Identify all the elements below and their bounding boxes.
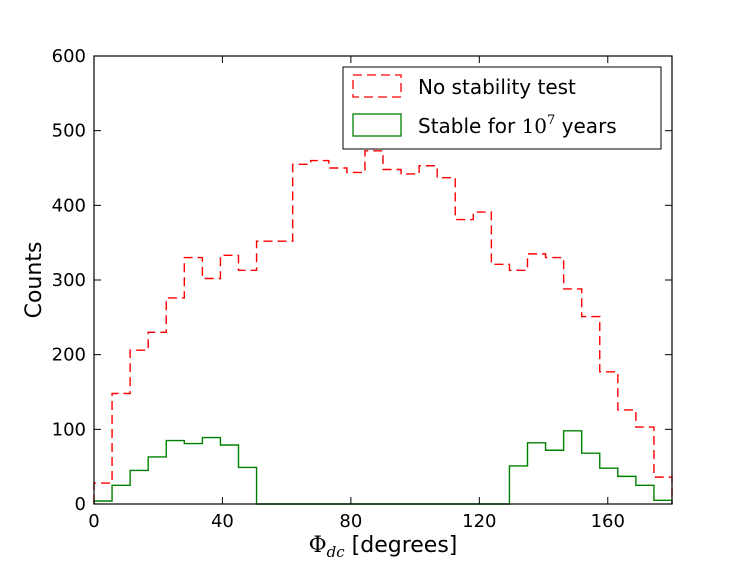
y-tick-label: 100 [52, 419, 86, 440]
y-tick-label: 0 [75, 494, 86, 515]
x-axis-label-suffix: [degrees] [345, 533, 458, 558]
x-tick-label: 0 [88, 511, 99, 532]
y-tick-label: 600 [52, 46, 86, 67]
y-tick-label: 500 [52, 121, 86, 142]
x-axis-label-symbol: Φ [309, 533, 327, 558]
legend-label-stable: Stable for 107 years [418, 113, 617, 138]
series-line-0 [93, 150, 673, 504]
y-tick-label: 400 [52, 195, 86, 216]
x-tick-label: 120 [462, 511, 496, 532]
x-tick-label: 40 [211, 511, 234, 532]
x-tick-label: 80 [339, 511, 362, 532]
legend: No stability test Stable for 107 years [342, 66, 662, 150]
y-tick-label: 300 [52, 270, 86, 291]
ticks-layer: 0 40 80 120 160 0 100 200 300 400 500 600 [52, 46, 672, 532]
series-layer [93, 150, 673, 505]
legend-label-stable-base: 10 [522, 114, 547, 138]
legend-label-stable-exp: 7 [547, 113, 555, 128]
legend-box [342, 66, 662, 150]
y-axis-label: Counts [22, 242, 47, 319]
legend-label-stable-prefix: Stable for [418, 114, 516, 138]
series-line-1 [93, 430, 673, 505]
legend-swatch-no-stability [352, 74, 402, 98]
legend-label-no-stability: No stability test [418, 75, 576, 99]
legend-swatch-stable [352, 113, 402, 137]
x-tick-label: 160 [591, 511, 625, 532]
x-axis-label: Φdc [degrees] [309, 533, 458, 561]
y-tick-label: 200 [52, 345, 86, 366]
legend-label-stable-suffix: years [555, 114, 616, 138]
x-axis-label-subscript: dc [327, 543, 346, 561]
